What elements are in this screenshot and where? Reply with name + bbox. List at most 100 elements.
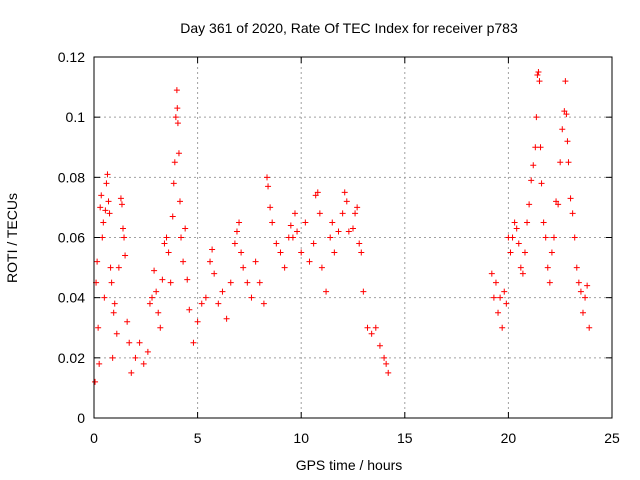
data-point: [385, 369, 392, 376]
axis-ticks: 0 5 10 15 20 25 0 0.02 0.04 0.06 0.08 0.1 0.12: [58, 49, 620, 446]
data-point: [115, 264, 122, 271]
chart-title: Day 361 of 2020, Rate Of TEC Index for r…: [180, 20, 518, 36]
data-point: [511, 219, 518, 226]
data-point: [564, 138, 571, 145]
data-point: [118, 201, 125, 208]
data-point: [256, 279, 263, 286]
data-point: [569, 210, 576, 217]
y-tick-label: 0.02: [58, 350, 85, 366]
data-point: [573, 264, 580, 271]
data-point: [238, 249, 245, 256]
data-point: [495, 309, 502, 316]
data-point: [120, 225, 127, 232]
data-point: [565, 159, 572, 166]
data-point: [277, 249, 284, 256]
data-point: [521, 249, 528, 256]
data-point: [535, 69, 542, 76]
data-point: [107, 264, 114, 271]
data-point: [582, 294, 589, 301]
data-point: [105, 198, 112, 205]
data-point: [302, 219, 309, 226]
x-tick-label: 15: [397, 430, 413, 446]
data-point: [198, 300, 205, 307]
data-point: [111, 300, 118, 307]
data-point: [532, 144, 539, 151]
data-point: [381, 354, 388, 361]
data-point: [98, 192, 105, 199]
data-point: [542, 234, 549, 241]
data-point: [339, 210, 346, 217]
data-point: [553, 198, 560, 205]
data-point: [350, 225, 356, 232]
data-point: [172, 114, 179, 121]
data-point: [557, 159, 564, 166]
data-point: [124, 318, 131, 325]
data-point: [548, 249, 555, 256]
data-point: [526, 201, 533, 208]
data-point: [343, 198, 350, 205]
data-point: [323, 288, 330, 295]
data-point: [117, 195, 124, 202]
data-point: [102, 207, 109, 214]
data-point: [159, 276, 166, 283]
data-point: [182, 225, 189, 232]
data-point: [151, 267, 158, 274]
data-point: [240, 264, 247, 271]
data-point: [331, 249, 338, 256]
data-point: [236, 219, 243, 226]
data-point: [265, 183, 272, 190]
data-point: [298, 249, 305, 256]
data-point: [571, 234, 578, 241]
data-point: [126, 339, 133, 346]
data-point: [517, 264, 524, 271]
data-point: [267, 204, 274, 211]
data-point: [170, 180, 177, 187]
data-point: [519, 270, 526, 277]
data-point: [175, 150, 182, 157]
data-point: [269, 219, 276, 226]
data-point: [364, 324, 371, 331]
data-point: [146, 300, 153, 307]
data-point: [110, 309, 117, 316]
data-point: [559, 126, 566, 133]
data-point: [194, 318, 201, 325]
data-point: [260, 300, 267, 307]
data-point: [316, 210, 323, 217]
data-point: [352, 210, 359, 217]
data-point: [306, 258, 313, 265]
grid: [94, 57, 612, 418]
data-point: [561, 108, 568, 115]
data-point: [345, 228, 352, 235]
data-point: [128, 369, 135, 376]
data-point: [544, 264, 551, 271]
y-tick-label: 0.04: [58, 290, 85, 306]
data-point: [376, 342, 383, 349]
x-tick-label: 10: [293, 430, 309, 446]
data-point: [113, 330, 120, 337]
data-point: [499, 324, 506, 331]
data-point: [575, 279, 582, 286]
data-point: [153, 288, 160, 295]
data-point: [524, 219, 531, 226]
data-point: [327, 234, 334, 241]
data-point: [167, 279, 174, 286]
data-point: [202, 294, 209, 301]
data-point: [310, 240, 317, 247]
y-tick-label: 0.1: [66, 109, 86, 125]
data-point: [94, 258, 101, 265]
data-point: [219, 288, 226, 295]
data-point: [106, 210, 113, 217]
data-point: [497, 294, 504, 301]
data-point: [546, 279, 553, 286]
data-point: [515, 240, 522, 247]
data-point: [534, 72, 541, 79]
data-point: [289, 234, 296, 241]
data-point: [536, 78, 543, 85]
data-point: [100, 219, 107, 226]
data-point: [161, 240, 168, 247]
data-point: [273, 240, 280, 247]
data-point: [95, 324, 102, 331]
data-point: [157, 324, 164, 331]
data-point: [488, 270, 495, 277]
